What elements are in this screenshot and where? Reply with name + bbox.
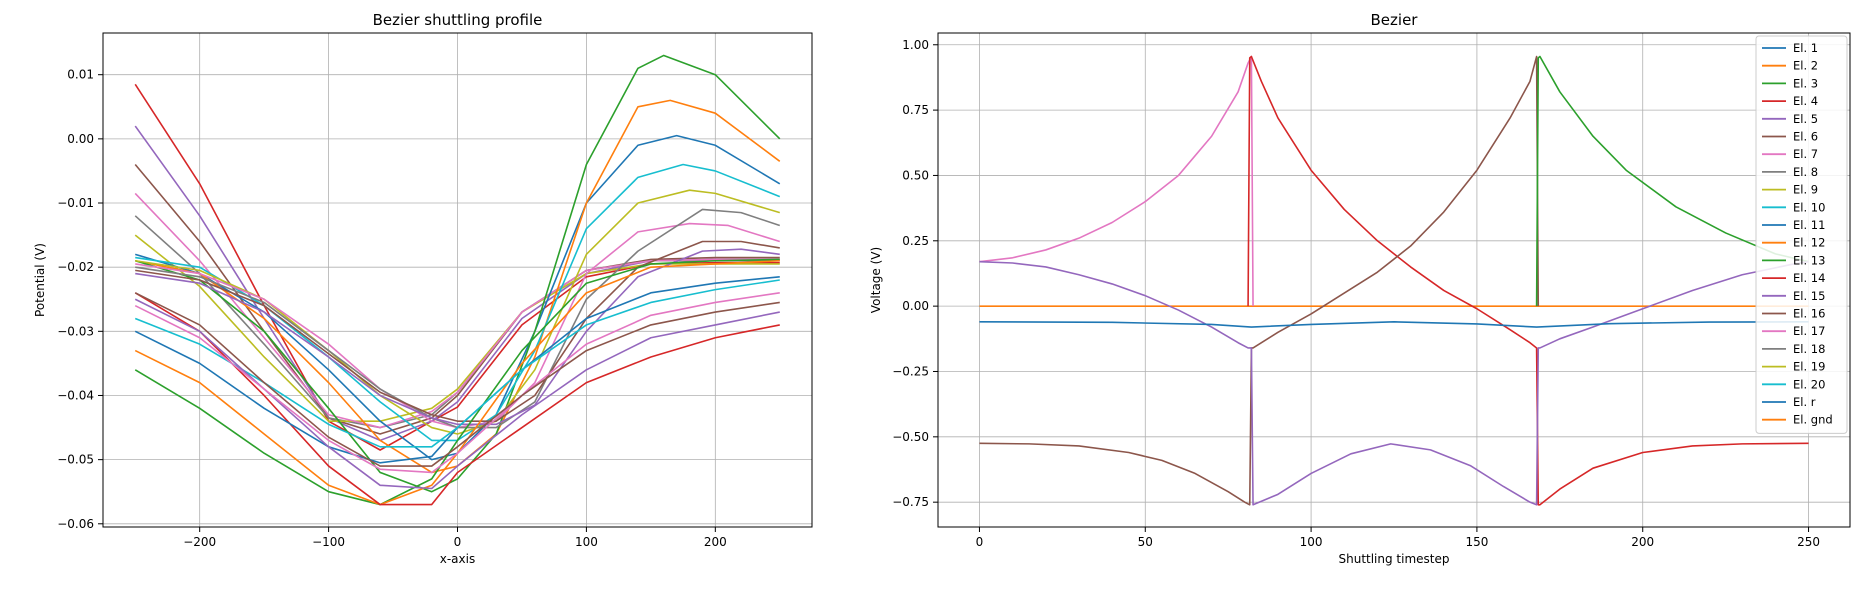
series-line [134, 192, 780, 429]
x-tick-label: −100 [312, 535, 345, 549]
series-line [979, 55, 1540, 506]
series-line [979, 55, 1254, 307]
x-tick-label: 100 [1300, 535, 1323, 549]
y-tick-label: 0.25 [902, 234, 929, 248]
grid-lines [938, 33, 1850, 527]
x-tick-label: 0 [454, 535, 462, 549]
y-axis-label: Voltage (V) [869, 247, 883, 313]
legend-label: El. 12 [1793, 236, 1825, 250]
series-line [135, 134, 781, 461]
legend-label: El. 1 [1793, 41, 1818, 55]
legend-label: El. 2 [1793, 59, 1818, 73]
series-line [134, 292, 780, 474]
series-line [134, 275, 780, 464]
y-tick-label: −0.04 [57, 388, 94, 402]
series-line [135, 240, 780, 422]
series-lines [134, 54, 781, 506]
chart-title: Bezier shuttling profile [373, 11, 543, 29]
x-axis-ticks: 0 50 100 150 200 250 [976, 527, 1820, 549]
chart-title: Bezier [1371, 11, 1419, 29]
x-tick-label: 100 [575, 535, 598, 549]
series-line [134, 164, 780, 435]
legend: El. 1 El. 2 El. 3 El. 4 El. 5 El. 6 El. 7 El. 8… [1755, 35, 1848, 434]
series-line [134, 258, 780, 506]
x-axis-label: Shuttling timestep [1338, 552, 1449, 566]
x-tick-label: −200 [183, 535, 216, 549]
x-tick-label: 50 [1138, 535, 1153, 549]
y-tick-label: 0.50 [902, 168, 929, 182]
x-axis-label: x-axis [440, 552, 475, 566]
series-line [1247, 55, 1809, 506]
x-tick-label: 0 [976, 535, 984, 549]
series-lines [979, 55, 1809, 506]
y-tick-label: −0.01 [57, 196, 94, 210]
x-tick-label: 200 [1631, 535, 1654, 549]
series-line [134, 259, 780, 506]
series-line [134, 298, 780, 490]
y-axis-ticks: 0.01 0.00 −0.01 −0.02 −0.03 −0.04 −0.05 −0.06 [57, 68, 103, 531]
series-line [134, 279, 780, 448]
legend-label: El. 18 [1793, 342, 1825, 356]
grid-lines [103, 33, 812, 527]
potential-profile-chart: −200 −100 0 100 200 0.01 0.00 −0.01 −0.02 −0.03 −… [33, 11, 813, 566]
legend-label: El. r [1793, 395, 1816, 409]
legend-label: El. 16 [1793, 307, 1825, 321]
legend-label: El. 19 [1793, 360, 1825, 374]
y-tick-label: 0.00 [902, 299, 929, 313]
legend-label: El. 3 [1793, 76, 1818, 90]
legend-box [1755, 35, 1848, 434]
legend-label: El. 6 [1793, 130, 1818, 144]
y-tick-label: −0.03 [57, 324, 94, 338]
y-tick-label: −0.05 [57, 453, 94, 467]
y-tick-label: −0.02 [57, 260, 94, 274]
y-tick-label: −0.50 [892, 430, 929, 444]
voltage-chart: 0 50 100 150 200 250 1.00 0.75 0.50 0.25 0.00 −0.2… [869, 11, 1851, 566]
legend-label: El. 7 [1793, 147, 1818, 161]
series-line [979, 321, 1809, 328]
series-line [979, 260, 1809, 506]
y-tick-label: 0.01 [67, 68, 94, 82]
legend-label: El. 10 [1793, 200, 1825, 214]
legend-label: El. 9 [1793, 183, 1818, 197]
y-tick-label: 0.75 [902, 103, 929, 117]
legend-label: El. 4 [1793, 94, 1818, 108]
legend-label: El. 14 [1793, 271, 1825, 285]
y-axis-label: Potential (V) [33, 243, 47, 317]
series-line [135, 54, 781, 493]
x-tick-label: 150 [1465, 535, 1488, 549]
legend-label: El. 13 [1793, 253, 1825, 267]
y-tick-label: 1.00 [902, 38, 929, 52]
legend-label: El. gnd [1793, 413, 1833, 427]
y-axis-ticks: 1.00 0.75 0.50 0.25 0.00 −0.25 −0.50 −0.75 [892, 38, 938, 509]
x-axis-ticks: −200 −100 0 100 200 [183, 527, 727, 549]
series-line [134, 292, 780, 506]
y-tick-label: 0.00 [67, 132, 94, 146]
legend-label: El. 15 [1793, 289, 1825, 303]
legend-label: El. 11 [1793, 218, 1825, 232]
series-line [1535, 55, 1809, 307]
legend-label: El. 17 [1793, 324, 1825, 338]
y-tick-label: −0.75 [892, 495, 929, 509]
legend-label: El. 8 [1793, 165, 1818, 179]
series-line [134, 292, 780, 467]
plot-frame [937, 32, 1851, 528]
x-tick-label: 200 [704, 535, 727, 549]
legend-label: El. 5 [1793, 112, 1818, 126]
y-tick-label: −0.06 [57, 517, 94, 531]
legend-label: El. 20 [1793, 377, 1825, 391]
x-tick-label: 250 [1797, 535, 1820, 549]
series-line [135, 248, 780, 426]
y-tick-label: −0.25 [892, 364, 929, 378]
